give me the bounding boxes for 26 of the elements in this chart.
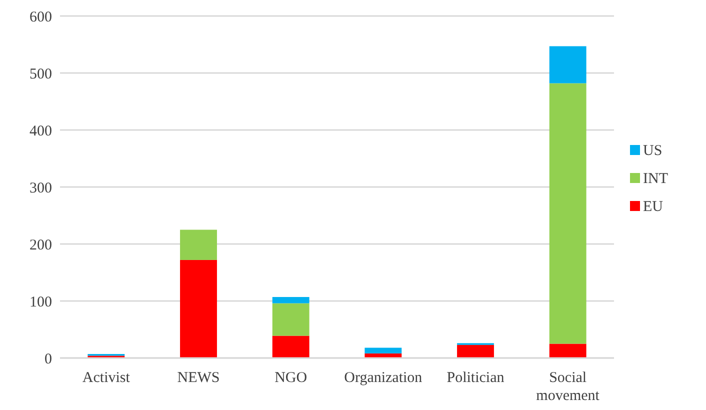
bar (272, 336, 310, 358)
bar (272, 303, 310, 336)
bar (180, 230, 217, 260)
bar (364, 348, 402, 354)
y-tick-label: 600 (30, 9, 52, 26)
bar (457, 344, 494, 358)
x-tick-label: Social movement (536, 370, 600, 404)
legend-label: INT (643, 171, 668, 187)
bar (549, 83, 586, 344)
bar (549, 344, 586, 358)
y-tick-label: 200 (30, 237, 52, 254)
y-tick-label: 400 (30, 123, 52, 140)
y-tick-label: 100 (30, 294, 52, 310)
legend-label: EU (643, 199, 664, 215)
x-tick-label: NEWS (177, 370, 220, 386)
y-tick-label: 0 (44, 351, 52, 368)
x-tick-label: NGO (274, 370, 308, 386)
y-tick-label: 300 (30, 180, 52, 196)
bar (549, 46, 586, 84)
bar (272, 297, 310, 304)
bar (180, 260, 217, 358)
legend-label: US (643, 143, 662, 159)
x-tick-label: Organization (344, 370, 423, 386)
x-tick-label: Activist (82, 370, 131, 386)
x-tick-label: Politician (446, 370, 505, 386)
y-tick-label: 500 (30, 66, 52, 82)
